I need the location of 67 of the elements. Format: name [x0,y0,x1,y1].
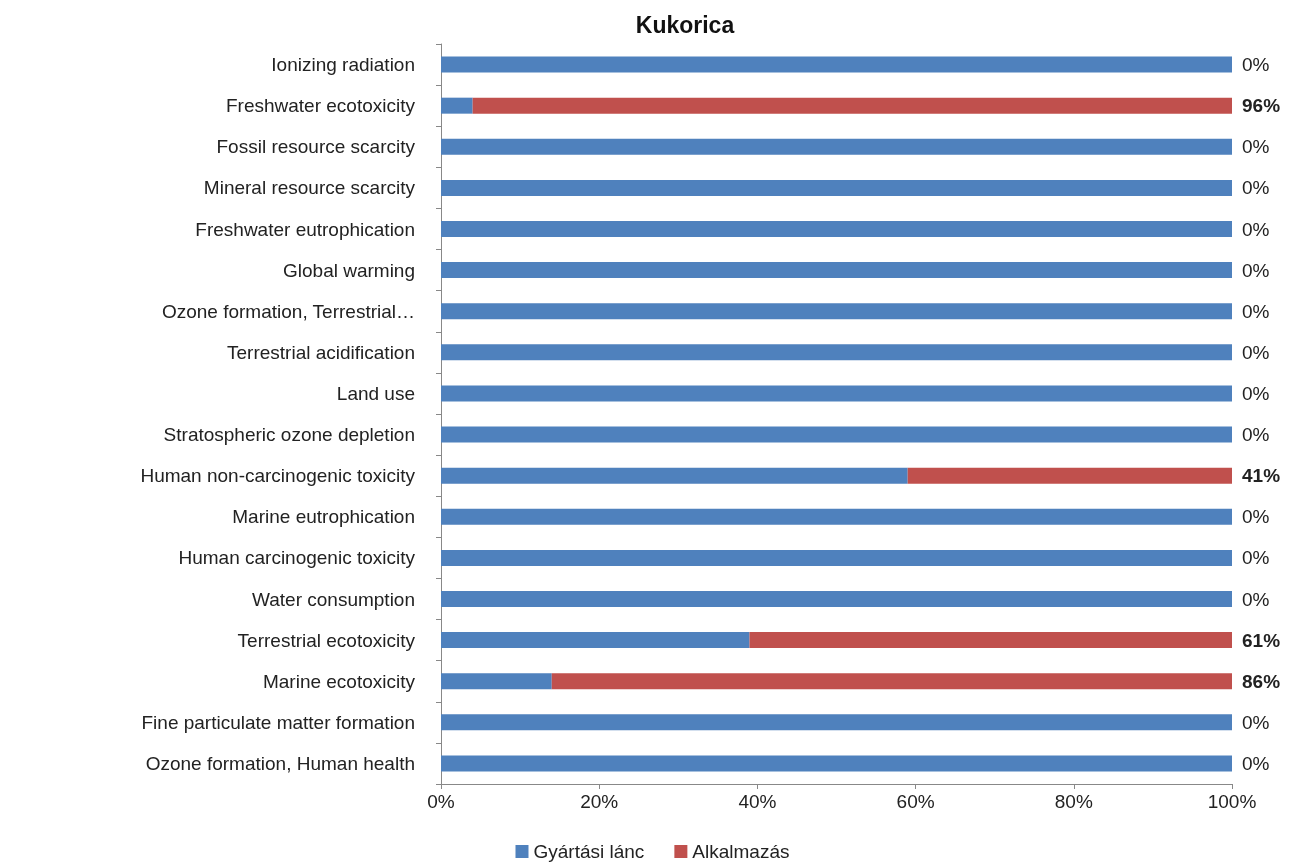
y-tick-label: Fine particulate matter formation [141,711,415,733]
bar [749,632,1232,649]
bar [441,632,750,649]
data-label: 61% [1242,629,1281,651]
bar [441,755,1232,772]
data-label: 0% [1242,506,1270,528]
y-tick-label: Fossil resource scarcity [216,136,416,158]
bar [551,673,1232,690]
bar [441,673,552,690]
x-tick-label: 20% [580,791,619,812]
y-tick-label: Marine ecotoxicity [262,670,416,692]
legend-label: Gyártási lánc [533,841,645,862]
x-tick-label: 40% [738,791,777,812]
y-tick-label: Mineral resource scarcity [203,177,416,199]
x-tick-label: 60% [896,791,935,812]
bar [441,467,908,484]
chart-title: Kukorica [635,11,735,38]
data-label: 0% [1242,382,1270,404]
bar [441,138,1232,155]
bar [441,714,1232,731]
data-label: 0% [1242,177,1270,199]
data-label: 41% [1242,465,1281,487]
data-label: 0% [1242,711,1270,733]
bar [441,97,473,114]
bar [441,179,1232,196]
data-label: 0% [1242,547,1270,569]
data-label: 0% [1242,136,1270,158]
y-tick-label: Human non-carcinogenic toxicity [140,465,416,487]
y-tick-label: Human carcinogenic toxicity [178,547,416,569]
data-label: 0% [1242,341,1270,363]
bar [441,56,1232,73]
bar [472,97,1232,114]
y-tick-label: Marine eutrophication [232,506,415,528]
bar [441,344,1232,361]
y-tick-label: Ozone formation, Human health [145,752,415,774]
bar [441,303,1232,320]
y-tick-label: Water consumption [252,588,415,610]
y-tick-label: Land use [336,382,415,404]
x-tick-label: 0% [427,791,455,812]
data-label: 0% [1242,54,1270,76]
data-label: 0% [1242,218,1270,240]
bar [441,262,1232,279]
data-label: 0% [1242,259,1270,281]
y-tick-label: Freshwater ecotoxicity [225,95,416,117]
bar [907,467,1232,484]
y-tick-label: Terrestrial acidification [227,341,415,363]
bar [441,591,1232,607]
y-tick-label: Terrestrial ecotoxicity [237,629,416,651]
bar [441,385,1232,402]
data-label: 0% [1242,588,1270,610]
y-tick-label: Freshwater eutrophication [195,218,415,240]
y-tick-label: Ozone formation, Terrestrial… [161,300,415,322]
y-tick-label: Global warming [283,259,415,281]
x-tick-label: 80% [1054,791,1093,812]
bar [441,221,1232,237]
data-label: 0% [1242,300,1270,322]
data-label: 0% [1242,424,1270,446]
bar [441,549,1232,566]
data-label: 96% [1242,95,1281,117]
bar [441,508,1232,525]
y-tick-label: Stratospheric ozone depletion [163,424,415,446]
y-tick-label: Ionizing radiation [271,54,415,76]
data-label: 0% [1242,752,1270,774]
x-tick-label: 100% [1207,791,1257,812]
bar [441,426,1232,443]
legend-label: Alkalmazás [692,841,790,862]
data-label: 86% [1242,670,1281,692]
